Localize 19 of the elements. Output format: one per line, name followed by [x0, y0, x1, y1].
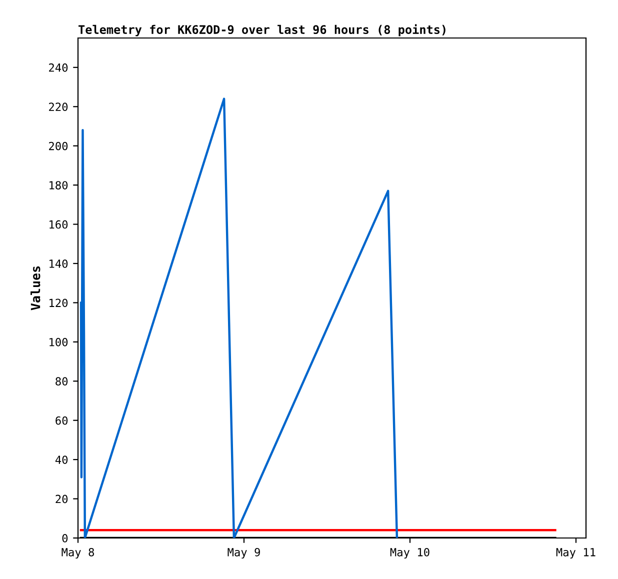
y-axis-title: Values	[30, 266, 40, 310]
x-tick-label: May 9	[228, 548, 260, 559]
y-tick-label: 200	[49, 142, 68, 150]
y-tick-label: 160	[50, 220, 68, 229]
y-tick-label: 20	[56, 494, 68, 504]
y-tick-label: 120	[50, 298, 68, 308]
y-tick-label: 140	[50, 259, 68, 268]
y-tick-label: 0	[62, 534, 68, 542]
y-tick-label: 60	[56, 416, 68, 425]
y-tick-label: 100	[50, 338, 68, 346]
y-tick-label: 240	[49, 63, 68, 72]
x-tick-label: May 10	[390, 548, 430, 559]
chart-title: Telemetry for KK6ZOD-9 over last 96 hours (8 points)	[78, 24, 446, 36]
y-tick-label: 180	[50, 181, 68, 190]
y-tick-label: 40	[55, 456, 68, 464]
y-tick-label: 220	[49, 102, 68, 112]
x-tick-label: May 8	[62, 548, 94, 559]
y-tick-label: 80	[56, 377, 68, 386]
x-tick-label: May 11	[556, 548, 596, 559]
